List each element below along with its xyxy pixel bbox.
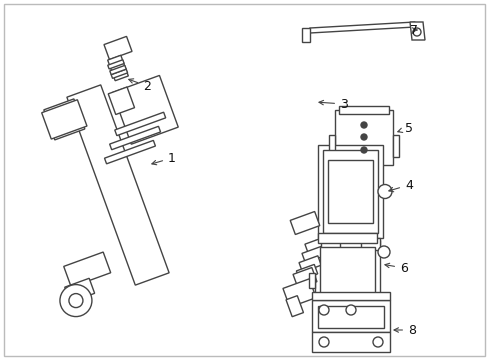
- Circle shape: [360, 134, 366, 140]
- Text: 7: 7: [409, 23, 417, 36]
- Polygon shape: [296, 264, 317, 280]
- Bar: [317, 306, 383, 328]
- Polygon shape: [109, 126, 160, 150]
- Circle shape: [69, 294, 83, 307]
- Polygon shape: [308, 273, 314, 288]
- Circle shape: [346, 305, 355, 315]
- Text: 2: 2: [128, 79, 151, 93]
- Polygon shape: [328, 135, 334, 157]
- Polygon shape: [107, 60, 124, 69]
- Bar: [338, 106, 388, 114]
- Circle shape: [377, 246, 389, 258]
- Bar: [334, 110, 392, 165]
- Polygon shape: [309, 22, 414, 33]
- Bar: [311, 332, 389, 352]
- Polygon shape: [108, 87, 134, 114]
- Circle shape: [360, 147, 366, 153]
- Polygon shape: [63, 252, 110, 287]
- Polygon shape: [41, 100, 87, 139]
- Polygon shape: [285, 296, 303, 317]
- Bar: [317, 233, 376, 243]
- Polygon shape: [115, 112, 165, 136]
- Text: 3: 3: [318, 98, 347, 111]
- Polygon shape: [305, 237, 328, 253]
- Bar: [319, 247, 374, 293]
- Polygon shape: [298, 256, 321, 272]
- Polygon shape: [289, 212, 319, 234]
- Bar: [314, 240, 379, 298]
- Circle shape: [377, 185, 391, 198]
- Text: 8: 8: [393, 324, 415, 337]
- Polygon shape: [112, 76, 178, 144]
- Circle shape: [318, 305, 328, 315]
- Polygon shape: [44, 99, 84, 140]
- Polygon shape: [392, 135, 398, 157]
- Polygon shape: [64, 278, 95, 302]
- Circle shape: [412, 28, 420, 36]
- Text: 6: 6: [384, 261, 407, 275]
- Polygon shape: [320, 238, 339, 250]
- Circle shape: [318, 337, 328, 347]
- Polygon shape: [360, 238, 379, 250]
- Polygon shape: [283, 279, 315, 307]
- Bar: [327, 160, 372, 223]
- Polygon shape: [107, 55, 128, 81]
- Bar: [323, 150, 377, 233]
- Polygon shape: [302, 246, 325, 263]
- Circle shape: [372, 337, 382, 347]
- Polygon shape: [104, 140, 155, 164]
- Text: 5: 5: [397, 122, 412, 135]
- Text: 1: 1: [152, 152, 176, 165]
- Polygon shape: [104, 36, 132, 60]
- Text: 4: 4: [388, 179, 412, 192]
- Circle shape: [360, 122, 366, 128]
- Polygon shape: [409, 22, 424, 40]
- Polygon shape: [67, 85, 169, 285]
- Bar: [311, 300, 389, 332]
- Bar: [317, 145, 382, 238]
- Polygon shape: [110, 66, 126, 75]
- Polygon shape: [302, 28, 309, 42]
- Polygon shape: [292, 267, 316, 288]
- Circle shape: [60, 285, 92, 316]
- Bar: [311, 292, 389, 300]
- Polygon shape: [111, 69, 127, 78]
